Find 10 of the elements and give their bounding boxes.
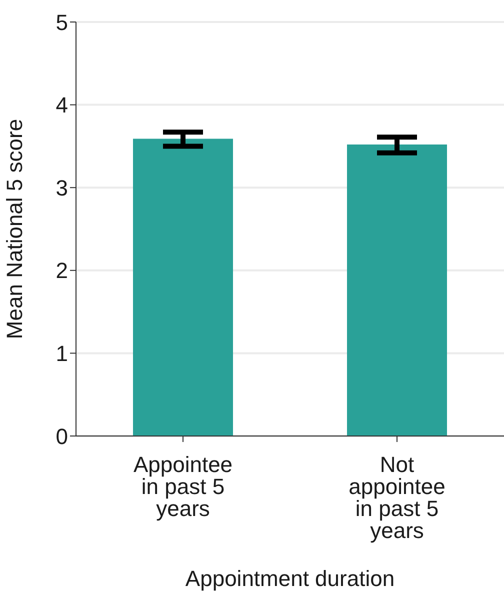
y-tick-label: 3 bbox=[56, 175, 68, 200]
x-tick-label: Not appointee in past 5 years bbox=[348, 452, 446, 543]
x-tick-label: Appointee in past 5 years bbox=[133, 452, 233, 521]
y-tick-label: 1 bbox=[56, 341, 68, 366]
y-tick-label: 2 bbox=[56, 258, 68, 284]
y-tick-label: 4 bbox=[56, 92, 68, 118]
y-tick-label: 5 bbox=[56, 10, 68, 35]
y-tick-label: 0 bbox=[56, 424, 68, 449]
x-axis-title: Appointment duration bbox=[185, 566, 395, 591]
y-axis-title: Mean National 5 score bbox=[2, 118, 27, 340]
